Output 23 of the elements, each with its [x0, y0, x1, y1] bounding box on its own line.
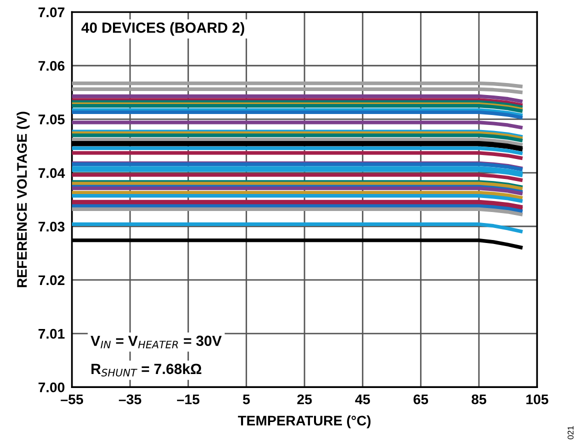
x-tick-label: 45: [355, 394, 370, 404]
y-tick-label: 7.07: [38, 7, 64, 18]
x-tick-label: 85: [472, 394, 486, 404]
x-tick-label: –55: [60, 394, 84, 404]
y-tick-label: 7.04: [38, 168, 65, 178]
y-tick-label: 7.05: [38, 114, 65, 124]
y-tick-label: 7.00: [38, 382, 64, 392]
x-axis-title: TEMPERATURE (°C): [238, 415, 370, 428]
y-tick-label: 7.02: [38, 275, 64, 286]
x-tick-label: 25: [297, 394, 312, 404]
annotation: R$_{SHUNT}$ = 7.68kΩ: [92, 363, 202, 376]
x-tick-label: 5: [242, 394, 250, 404]
y-axis-title: REFERENCE VOLTAGE (V): [16, 112, 30, 288]
y-tick-label: 7.03: [38, 222, 64, 232]
y-tick-label: 7.01: [38, 328, 65, 339]
text: 021: [568, 426, 574, 440]
annotation: V$_{IN}$ = V$_{HEATER}$ = 30V: [90, 336, 222, 348]
annotation: 40 DEVICES (BOARD 2): [81, 22, 244, 36]
x-tick-label: –15: [177, 394, 200, 404]
x-tick-label: –35: [118, 394, 142, 404]
y-tick-label: 7.06: [38, 60, 64, 71]
x-tick-label: 105: [526, 394, 548, 404]
x-tick-label: 65: [414, 394, 428, 404]
